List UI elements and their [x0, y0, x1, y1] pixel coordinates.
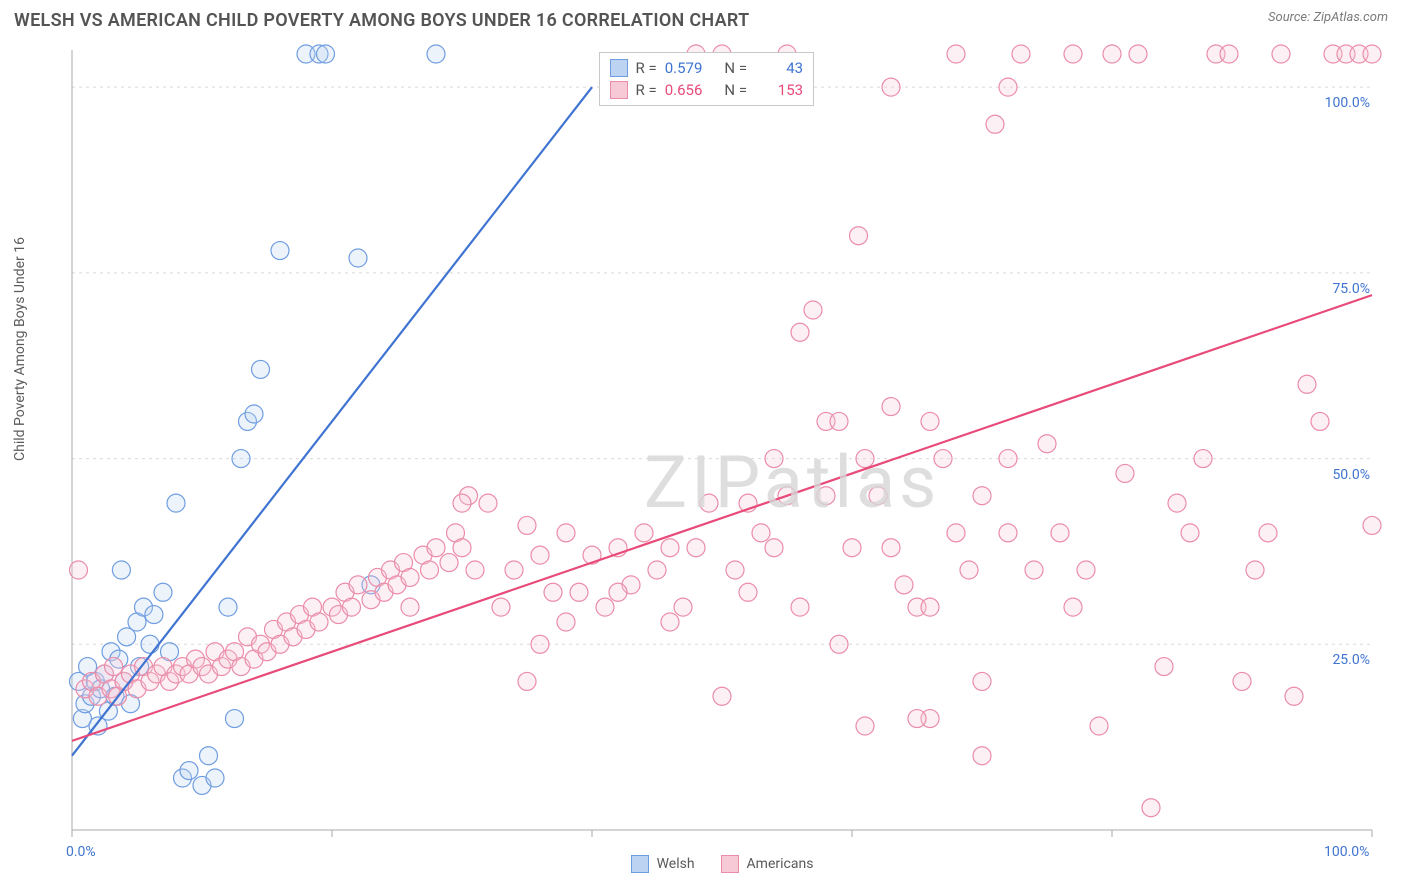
scatter-chart-svg	[14, 44, 1392, 878]
legend-label: Americans	[747, 856, 814, 872]
corr-n-value: 153	[755, 79, 803, 101]
trendline-americans	[72, 295, 1372, 741]
y-tick-label: 25.0%	[1332, 652, 1370, 668]
corr-r-label: R =	[636, 57, 657, 79]
x-tick-label: 0.0%	[66, 844, 96, 860]
y-axis-label: Child Poverty Among Boys Under 16	[12, 237, 28, 461]
legend-bottom: Welsh Americans	[72, 850, 1372, 878]
y-tick-label: 50.0%	[1332, 467, 1370, 483]
legend-swatch-icon	[610, 81, 628, 99]
legend-label: Welsh	[657, 856, 695, 872]
corr-r-label: R =	[636, 79, 657, 101]
legend-swatch-icon	[631, 855, 649, 873]
legend-swatch-icon	[721, 855, 739, 873]
legend-swatch-icon	[610, 59, 628, 77]
gridlines	[72, 87, 1372, 837]
corr-n-label: N =	[721, 57, 747, 79]
legend-item-americans[interactable]: Americans	[721, 855, 814, 873]
correlation-legend-box: R = 0.579 N = 43 R = 0.656 N = 153	[599, 52, 815, 106]
corr-n-value: 43	[755, 57, 803, 79]
corr-row-welsh: R = 0.579 N = 43	[610, 57, 804, 79]
corr-n-label: N =	[721, 79, 747, 101]
corr-r-value: 0.656	[665, 79, 713, 101]
corr-row-americans: R = 0.656 N = 153	[610, 79, 804, 101]
source-label: Source:	[1268, 10, 1310, 25]
legend-item-welsh[interactable]: Welsh	[631, 855, 695, 873]
y-tick-label: 75.0%	[1332, 281, 1370, 297]
x-tick-label: 100.0%	[1324, 844, 1369, 860]
chart-area: Child Poverty Among Boys Under 16 ZIPatl…	[14, 44, 1392, 878]
corr-r-value: 0.579	[665, 57, 713, 79]
series-americans-points	[70, 45, 1382, 817]
trendline-welsh	[72, 87, 592, 756]
source-link[interactable]: ZipAtlas.com	[1313, 10, 1388, 25]
chart-title: WELSH VS AMERICAN CHILD POVERTY AMONG BO…	[14, 10, 749, 31]
y-tick-label: 100.0%	[1325, 95, 1370, 111]
chart-source: Source: ZipAtlas.com	[1268, 10, 1388, 25]
